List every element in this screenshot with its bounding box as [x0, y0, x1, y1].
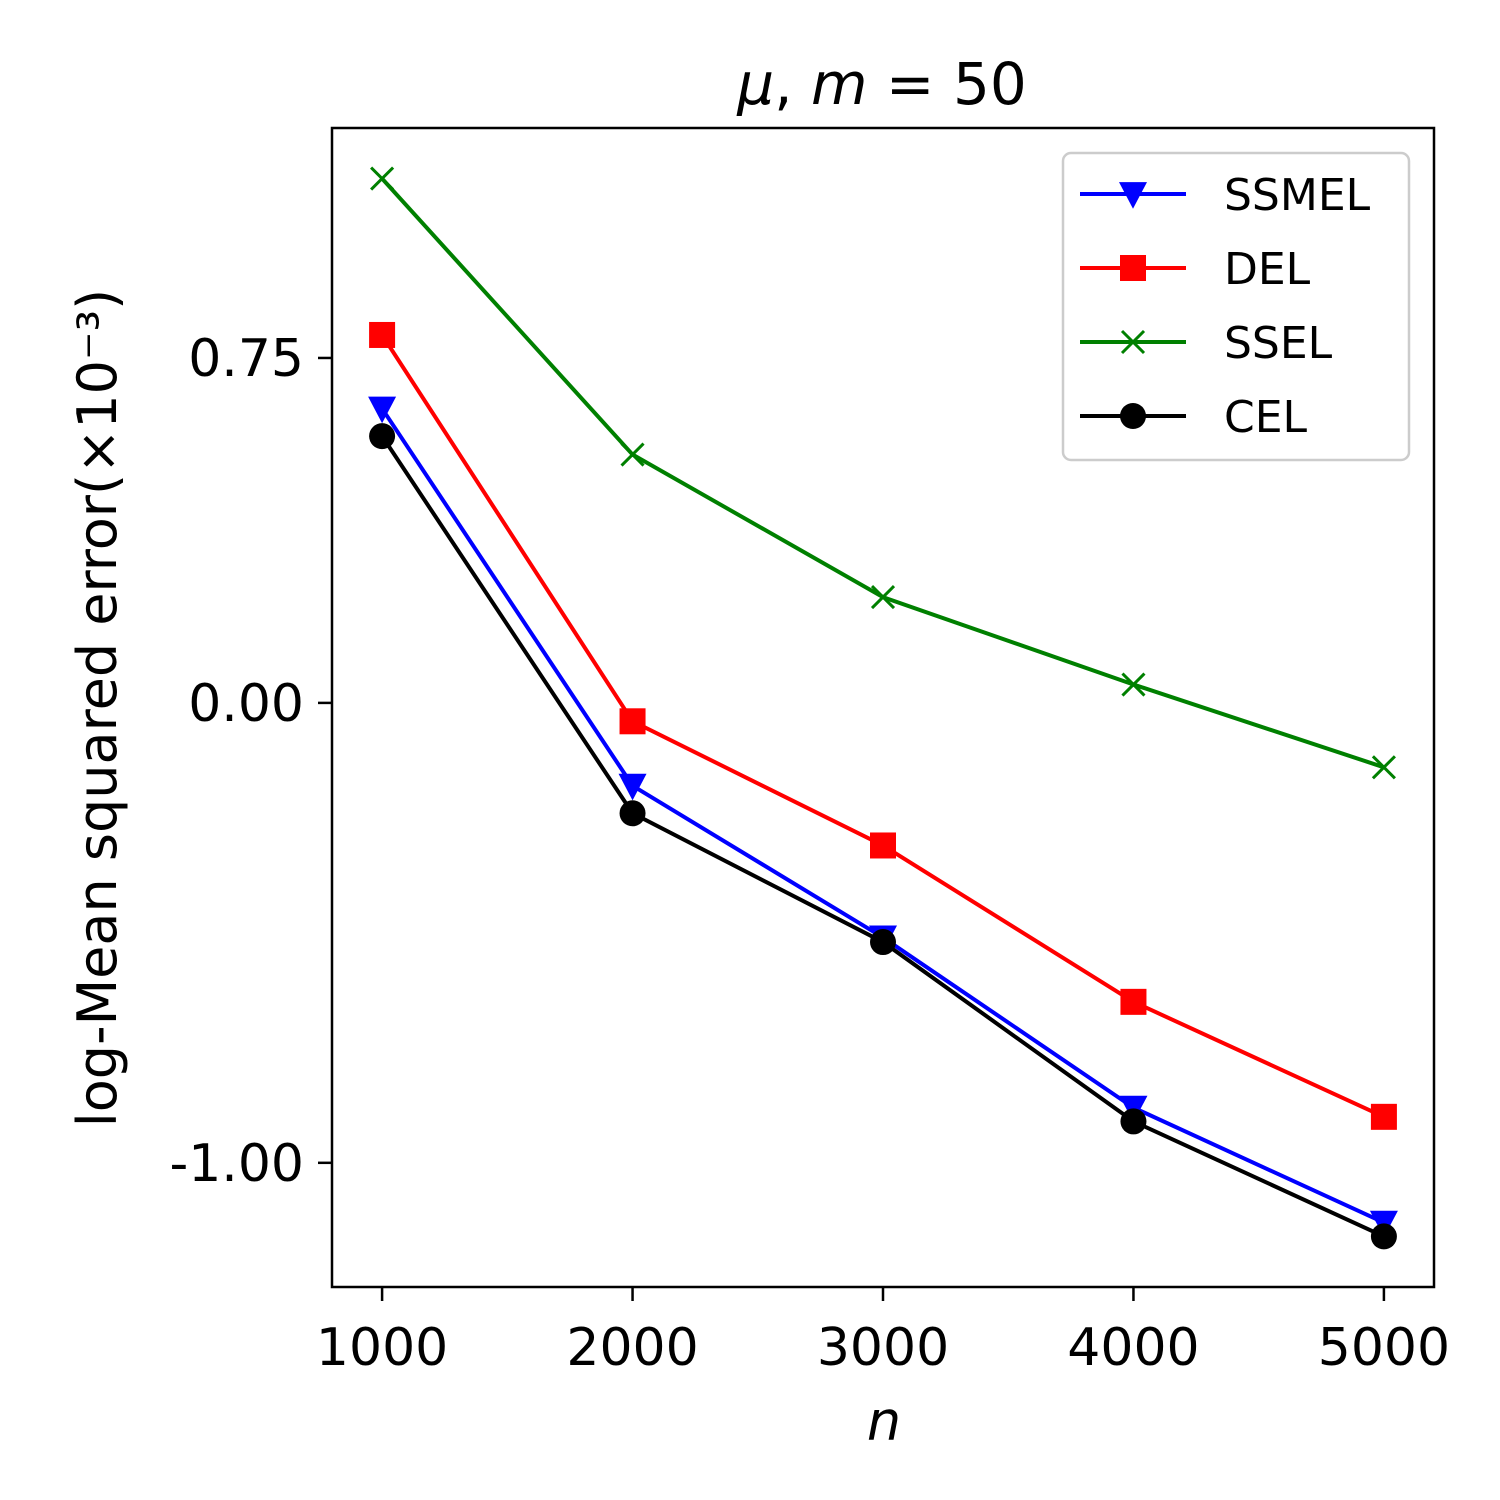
legend-marker-del: [1120, 255, 1146, 281]
y-tick-label: -1.00: [169, 1134, 304, 1194]
chart-title: μ, m = 50: [736, 50, 1027, 118]
legend: SSMEL DEL SSEL CEL: [1061, 151, 1411, 462]
series-ssmel: [368, 396, 1398, 1238]
title-mu: μ: [736, 50, 774, 118]
data-point-del: [1370, 1103, 1397, 1130]
data-point-del: [369, 321, 396, 348]
data-point-del: [1120, 988, 1147, 1015]
x-tick-label: 4000: [1067, 1318, 1199, 1378]
data-point-cel: [1120, 1108, 1147, 1135]
data-point-cel: [870, 929, 896, 956]
data-point-del: [870, 832, 896, 859]
legend-marker-ssel: [1120, 329, 1146, 355]
data-point-ssel: [1121, 672, 1146, 697]
legend-label-del: DEL: [1224, 244, 1311, 295]
data-point-ssel: [620, 442, 645, 467]
data-point-del: [619, 708, 646, 735]
x-tick-label: 2000: [566, 1318, 698, 1378]
series-line-ssmel: [380, 407, 1385, 1225]
data-point-cel: [369, 423, 396, 450]
title-sep: ,: [774, 50, 811, 118]
legend-label-ssel: SSEL: [1224, 318, 1333, 369]
legend-item-del: DEL: [1080, 244, 1311, 295]
data-point-ssmel: [618, 773, 647, 801]
data-point-ssmel: [368, 396, 397, 424]
series-ssel: [370, 166, 1396, 780]
legend-marker-cel: [1120, 403, 1146, 429]
legend-label-ssmel: SSMEL: [1224, 170, 1371, 221]
data-point-ssel: [1371, 755, 1396, 780]
x-tick-label: 5000: [1318, 1318, 1450, 1378]
series-del: [369, 321, 1397, 1130]
series-cel: [369, 423, 1397, 1250]
x-axis-label: n: [867, 1390, 901, 1453]
x-tick-label: 3000: [817, 1318, 949, 1378]
y-axis-label: log-Mean squared error(×10⁻³): [66, 289, 129, 1127]
data-point-ssel: [370, 166, 395, 191]
data-point-cel: [619, 800, 646, 827]
legend-item-cel: CEL: [1080, 392, 1308, 443]
legend-marker-ssmel: [1119, 182, 1147, 209]
y-tick-label: 0.00: [188, 674, 304, 734]
data-point-ssel: [870, 585, 896, 610]
axis-ticks: 1000 2000 3000 4000 5000 -1.00 0.00 0.75: [169, 329, 1450, 1378]
legend-box: [1061, 151, 1411, 462]
legend-item-ssel: SSEL: [1080, 318, 1333, 369]
data-point-cel: [1370, 1223, 1397, 1250]
x-tick-label: 1000: [316, 1318, 448, 1378]
legend-item-ssmel: SSMEL: [1080, 170, 1371, 221]
legend-entries: SSMEL DEL SSEL CEL: [1080, 170, 1371, 443]
y-tick-label: 0.75: [188, 329, 304, 389]
legend-label-cel: CEL: [1224, 392, 1308, 443]
title-m: m: [811, 50, 868, 118]
series-layer: [368, 166, 1398, 1250]
title-eq: = 50: [868, 50, 1027, 118]
